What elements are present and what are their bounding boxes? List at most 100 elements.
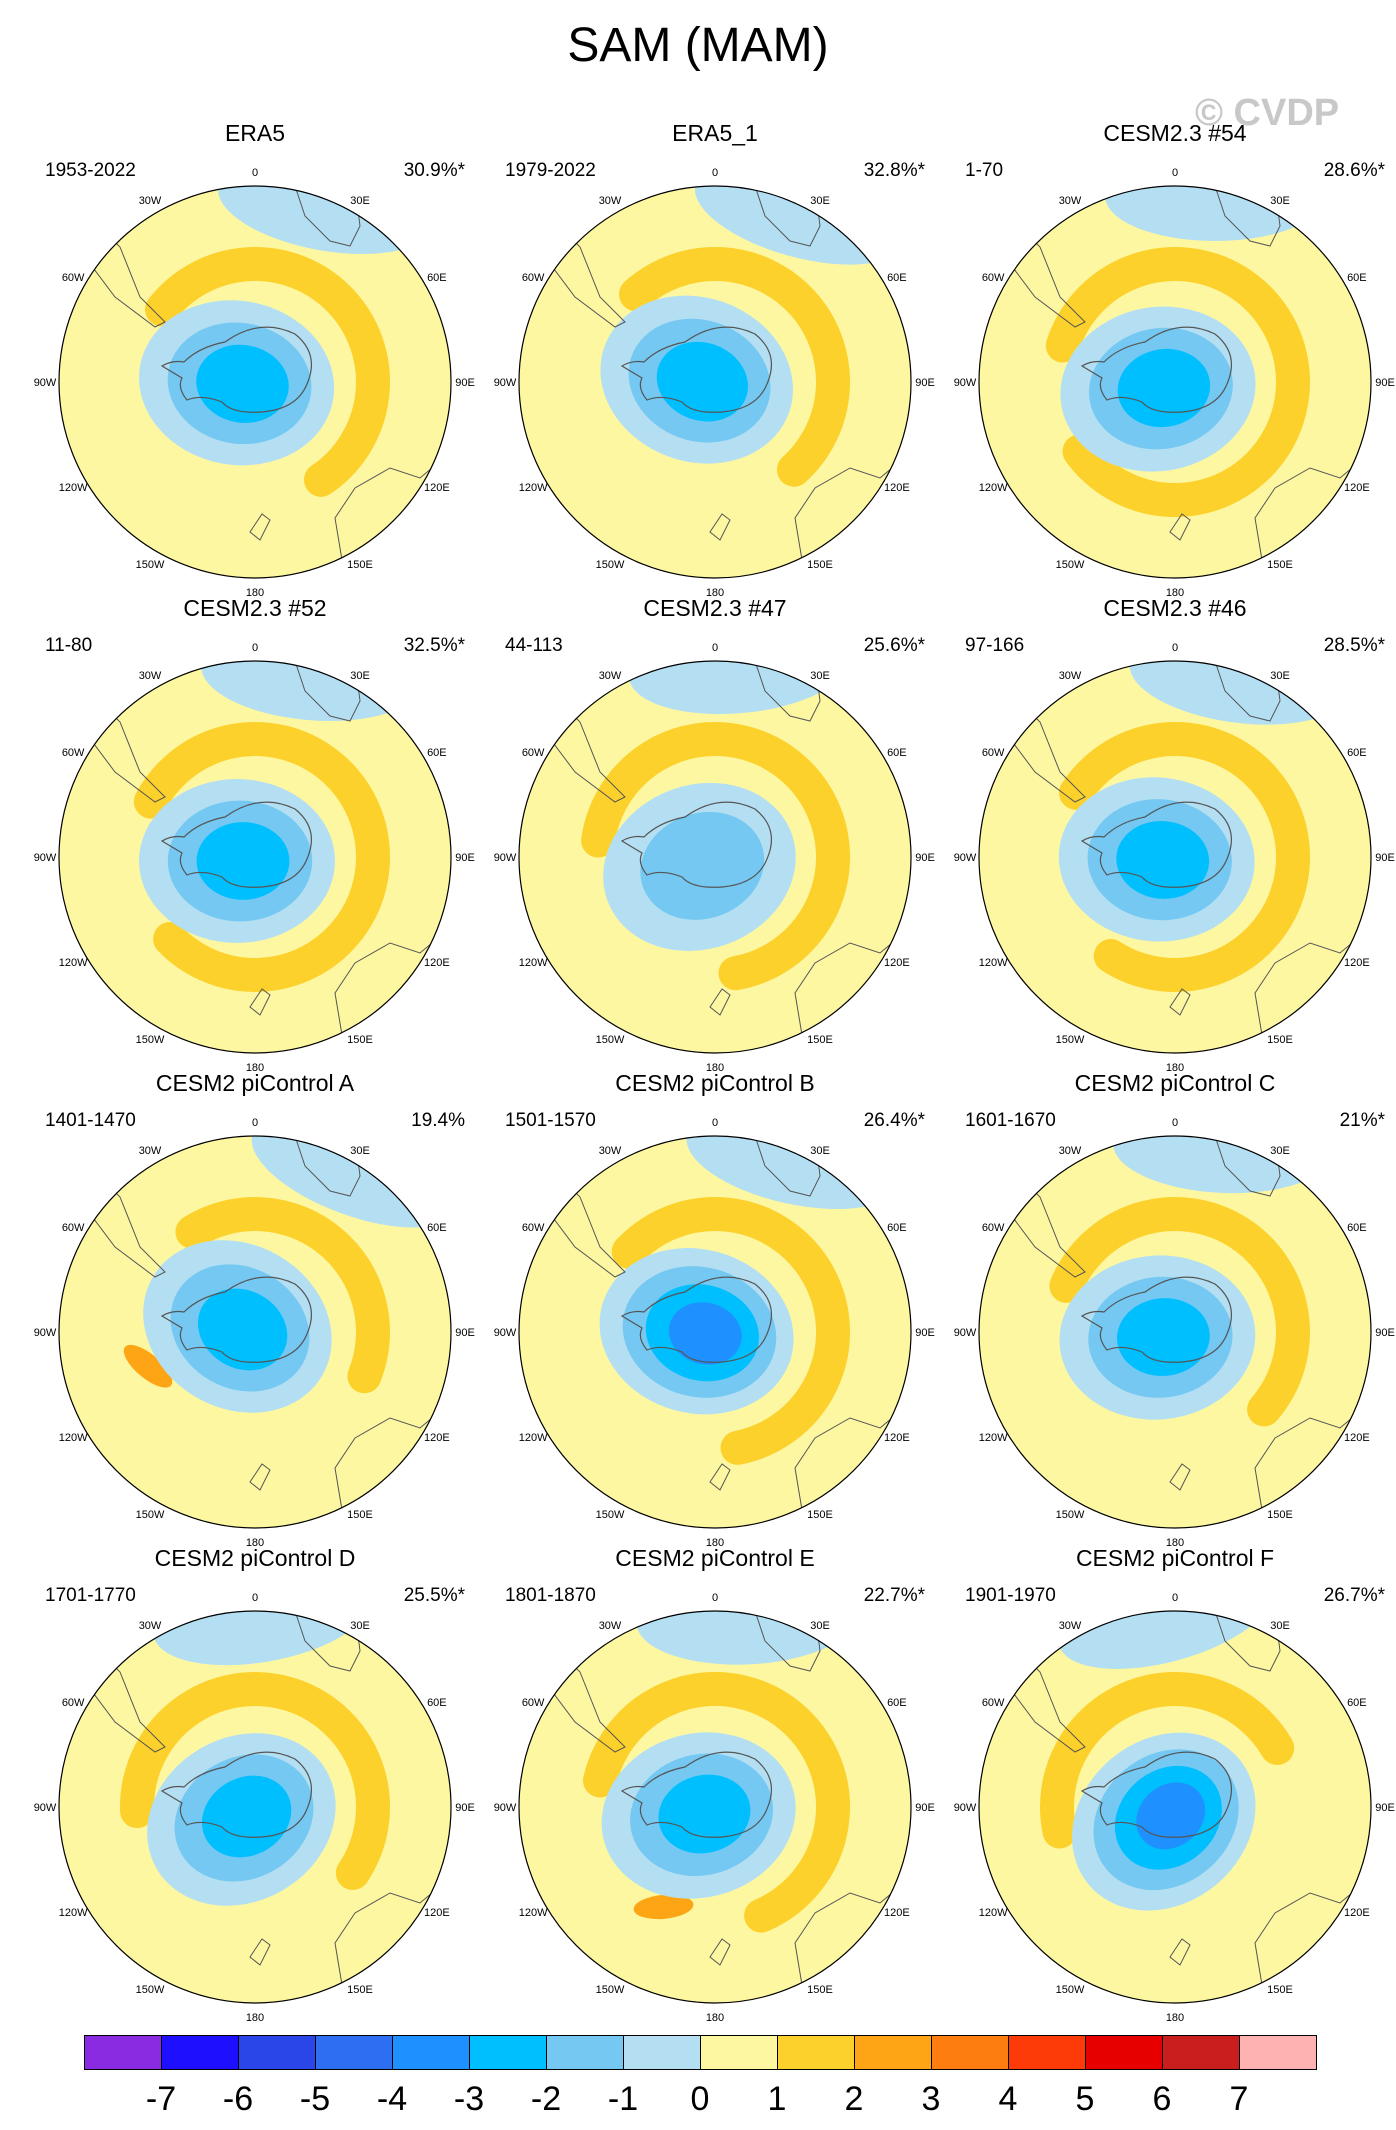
panel-title: ERA5 — [224, 120, 286, 146]
longitude-label: 150E — [1267, 1509, 1293, 1521]
panel-percent: 28.5%* — [1323, 635, 1385, 656]
longitude-label: 0 — [712, 1592, 718, 1604]
panel-years: 44-113 — [505, 635, 563, 656]
colorbar-swatch — [161, 2035, 239, 2070]
colorbar-tick-label: -5 — [299, 2080, 331, 2118]
panel-title: CESM2.3 #46 — [1103, 595, 1247, 621]
longitude-label: 30E — [1270, 670, 1290, 682]
longitude-label: 90E — [1375, 1327, 1395, 1339]
negative-anomaly-contour — [1136, 1782, 1206, 1850]
longitude-label: 30E — [350, 670, 370, 682]
polar-map: 0 30E 60E 90E 120E 150E 180 150W 120W 90W 60W 30W — [34, 1117, 475, 1549]
longitude-label: 60W — [62, 272, 85, 284]
positive-anomaly-core — [633, 1894, 694, 1920]
panel-years: 97-166 — [965, 635, 1025, 656]
longitude-label: 0 — [1172, 642, 1178, 654]
longitude-label: 60W — [982, 747, 1005, 759]
longitude-label: 90E — [455, 1802, 475, 1814]
panel-percent: 25.5%* — [403, 1585, 465, 1606]
polar-map: 0 30E 60E 90E 120E 150E 180 150W 120W 90W 60W 30W — [494, 167, 935, 599]
panel-percent: 28.6%* — [1323, 160, 1385, 181]
new-zealand-coastline — [709, 988, 731, 1016]
new-zealand-coastline — [1169, 988, 1191, 1016]
longitude-label: 60W — [62, 747, 85, 759]
panel-title: CESM2.3 #54 — [1103, 120, 1247, 146]
colorbar-swatch — [469, 2035, 547, 2070]
field-edge-negative — [636, 1611, 857, 1665]
polar-map: 0 30E 60E 90E 120E 150E 180 150W 120W 90W 60W 30W — [954, 642, 1395, 1074]
negative-anomaly-contour — [668, 1302, 742, 1365]
panel-percent: 32.5%* — [403, 635, 465, 656]
new-zealand-coastline — [249, 513, 271, 541]
negative-anomaly-contour — [1117, 1298, 1210, 1376]
antarctica-coastline — [1080, 801, 1233, 888]
negative-anomaly-contour — [196, 822, 290, 900]
field-edge-negative — [153, 1611, 371, 1666]
positive-anomaly-ring — [133, 722, 390, 992]
longitude-label: 150E — [1267, 1034, 1293, 1046]
longitude-label: 120E — [884, 1907, 910, 1919]
longitude-label: 60W — [522, 1222, 545, 1234]
longitude-label: 0 — [252, 1592, 258, 1604]
longitude-label: 0 — [252, 642, 258, 654]
panel-percent: 26.7%* — [1323, 1585, 1385, 1606]
new-zealand-coastline — [1169, 1463, 1191, 1491]
longitude-label: 180 — [1166, 1537, 1184, 1549]
longitude-label: 120E — [1344, 1907, 1370, 1919]
longitude-label: 120W — [59, 482, 88, 494]
polar-map: 0 30E 60E 90E 120E 150E 180 150W 120W 90W 60W 30W — [34, 1592, 475, 2024]
australia-coastline — [1254, 927, 1371, 1053]
panel-years: 1901-1970 — [965, 1585, 1056, 1606]
longitude-label: 90E — [915, 1802, 935, 1814]
australia-coastline — [794, 452, 911, 578]
longitude-label: 120W — [519, 1907, 548, 1919]
longitude-label: 180 — [246, 587, 264, 599]
panel-years: 1953-2022 — [45, 160, 136, 181]
positive-anomaly-ring — [1049, 1197, 1310, 1427]
longitude-label: 180 — [706, 1062, 724, 1074]
map-boundary — [58, 1135, 452, 1529]
field-edge-negative — [628, 661, 849, 715]
positive-anomaly-ring — [120, 1672, 390, 1890]
longitude-label: 120E — [1344, 957, 1370, 969]
longitude-label: 60E — [1347, 272, 1367, 284]
polar-map: 0 30E 60E 90E 120E 150E 180 150W 120W 90W 60W 30W — [34, 167, 475, 599]
longitude-label: 60E — [1347, 1222, 1367, 1234]
field-edge-negative — [1113, 1136, 1333, 1194]
longitude-label: 60W — [522, 747, 545, 759]
longitude-label: 90W — [954, 852, 977, 864]
longitude-label: 60E — [887, 747, 907, 759]
panel-years: 1-70 — [965, 160, 1004, 181]
antarctica-coastline — [160, 1751, 313, 1838]
polar-map: 0 30E 60E 90E 120E 150E 180 150W 120W 90W 60W 30W — [494, 642, 935, 1074]
panel-years: 1979-2022 — [505, 160, 596, 181]
longitude-label: 90W — [954, 1802, 977, 1814]
longitude-label: 0 — [712, 1117, 718, 1129]
longitude-label: 150E — [347, 1509, 373, 1521]
watermark-logo: © CVDP — [1195, 92, 1340, 134]
colorbar-tick-label: 0 — [690, 2080, 710, 2118]
longitude-label: 120E — [1344, 1432, 1370, 1444]
longitude-label: 150W — [136, 1984, 165, 1996]
longitude-label: 120E — [424, 957, 450, 969]
colorbar — [84, 2035, 1317, 2072]
australia-coastline — [334, 1402, 451, 1528]
colorbar-tick-label: -2 — [530, 2080, 562, 2118]
longitude-label: 120W — [59, 1432, 88, 1444]
negative-anomaly-contour — [1117, 348, 1211, 428]
longitude-label: 120W — [979, 1432, 1008, 1444]
longitude-label: 90E — [915, 1327, 935, 1339]
antarctica-coastline — [1080, 1751, 1233, 1838]
africa-coastline — [1214, 1136, 1281, 1197]
new-zealand-coastline — [249, 1938, 271, 1966]
panel-title: CESM2.3 #52 — [183, 595, 327, 621]
australia-coastline — [334, 452, 451, 578]
colorbar-swatch — [623, 2035, 701, 2070]
polar-map: 0 30E 60E 90E 120E 150E 180 150W 120W 90W 60W 30W — [494, 1592, 935, 2024]
map-panel: CESM2 piControl B 1501-1570 26.4%* 0 30E 60E 9… — [494, 1070, 935, 1549]
map-boundary — [978, 1135, 1372, 1529]
longitude-label: 90W — [34, 1327, 57, 1339]
colorbar-swatch — [777, 2035, 855, 2070]
positive-anomaly-ring — [1059, 722, 1310, 992]
antarctica-coastline — [620, 1276, 773, 1363]
